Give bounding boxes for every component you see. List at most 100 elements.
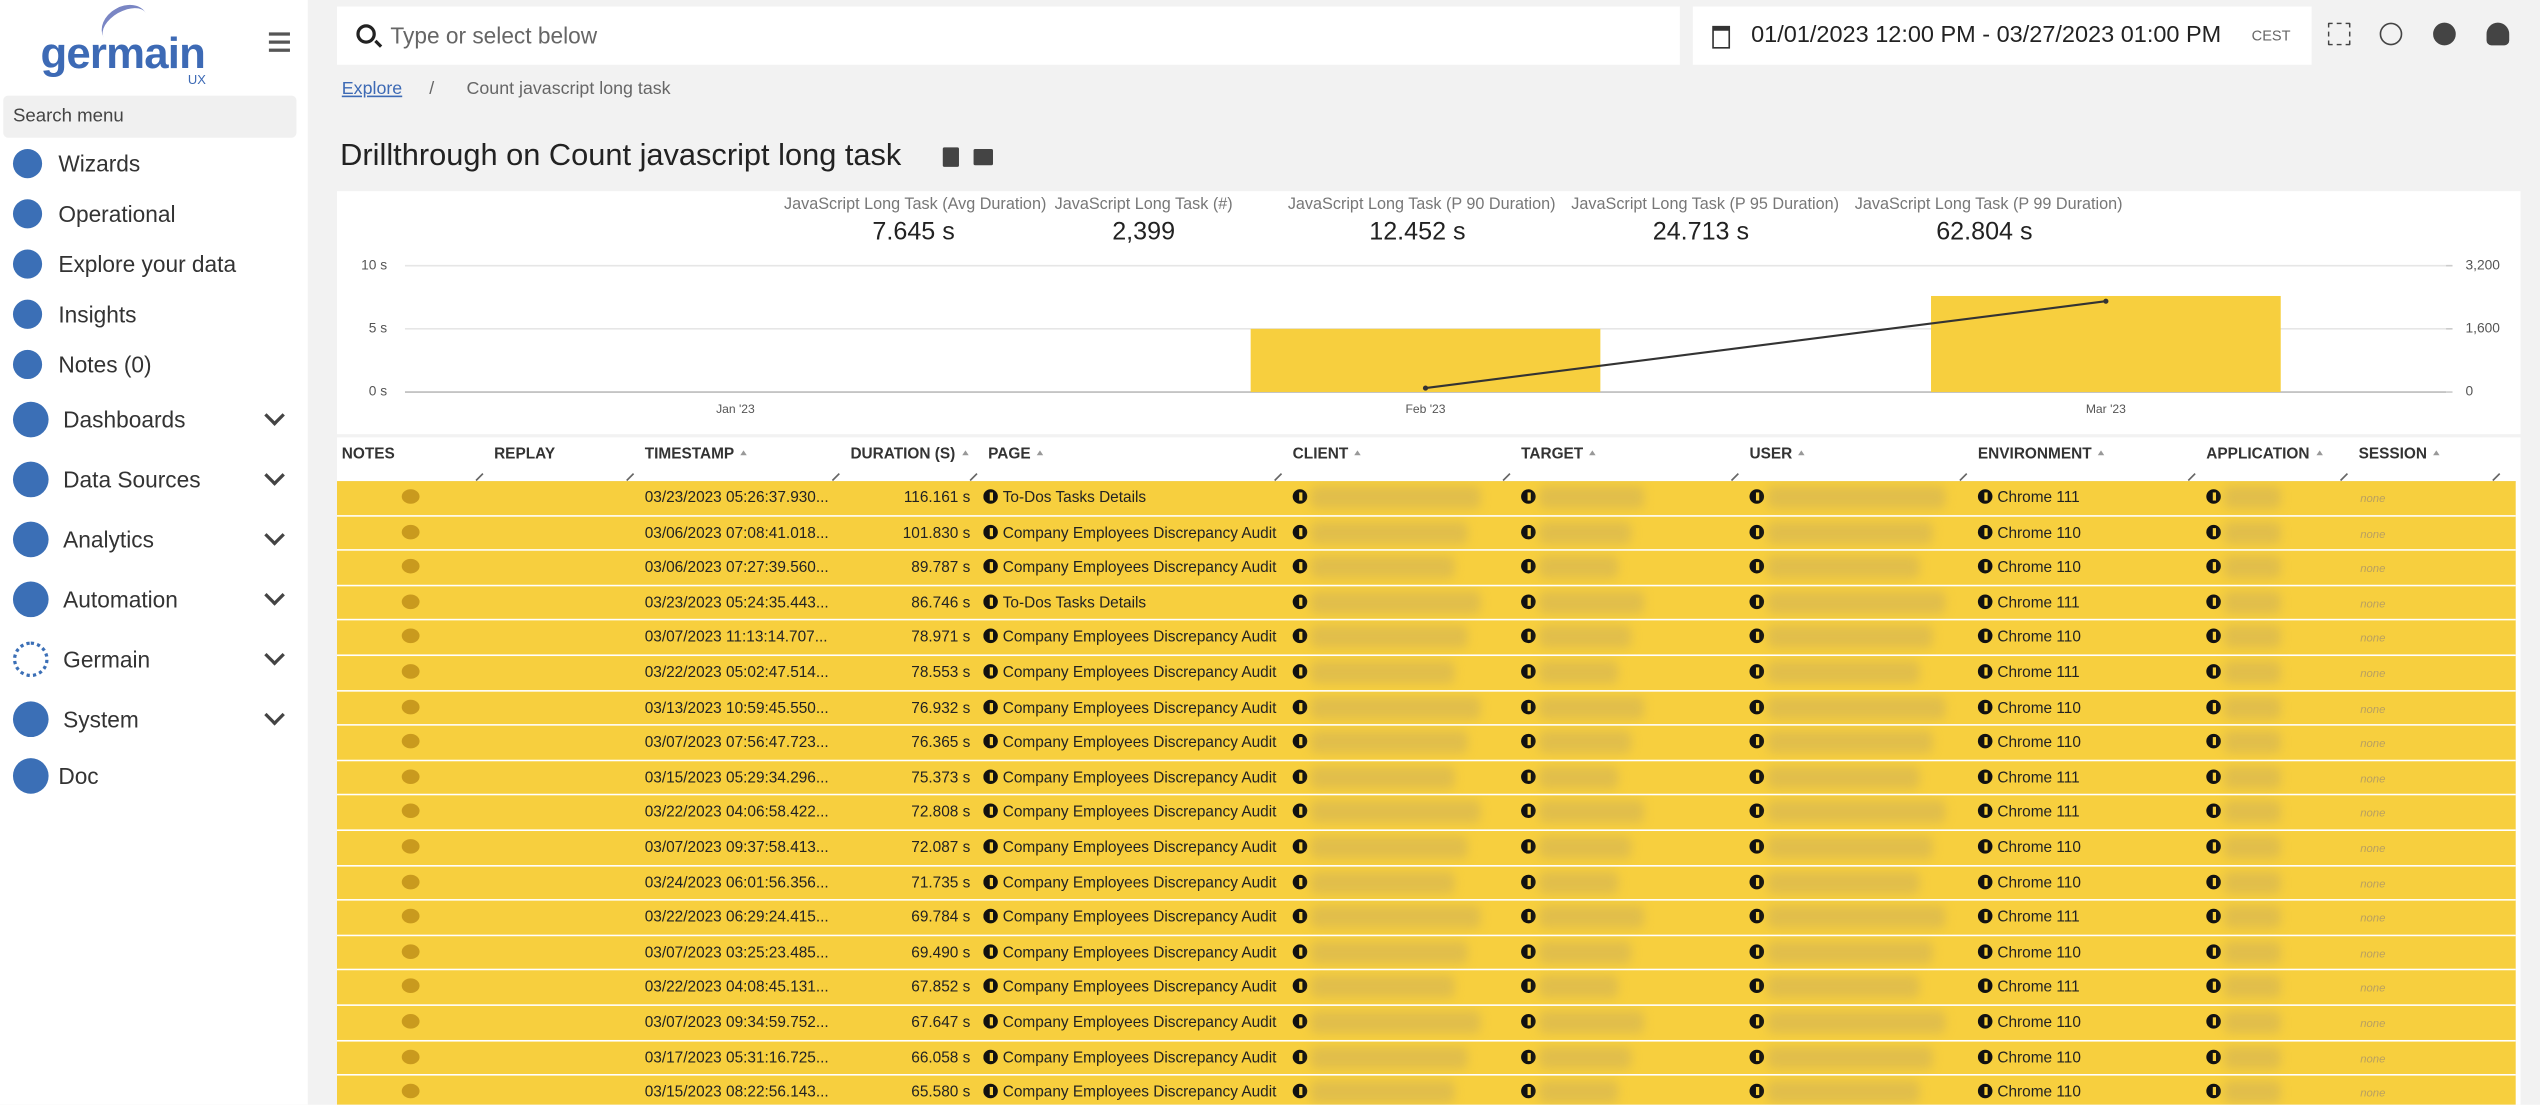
info-icon[interactable] [1521, 839, 1536, 854]
table-row[interactable]: 03/22/2023 04:08:45.131... 67.852 s Compan… [336, 970, 2516, 1006]
info-icon[interactable] [983, 594, 998, 609]
info-icon[interactable] [1977, 839, 1993, 854]
info-icon[interactable] [1292, 839, 1308, 854]
sort-icon[interactable] [2433, 450, 2440, 456]
info-icon[interactable] [1521, 699, 1536, 714]
info-icon[interactable] [2206, 944, 2221, 959]
info-icon[interactable] [983, 489, 998, 504]
info-icon[interactable] [983, 664, 998, 679]
table-row[interactable]: 03/07/2023 11:13:14.707... 78.971 s Compan… [336, 621, 2516, 656]
table-row[interactable]: 03/23/2023 05:24:35.443... 86.746 s To-Dos… [336, 586, 2516, 621]
column-resize[interactable] [1274, 473, 1283, 482]
column-resize[interactable] [626, 473, 635, 482]
info-icon[interactable] [1521, 524, 1536, 539]
nav-item[interactable]: Operational [12, 194, 296, 233]
nav-chevron[interactable] [264, 525, 285, 546]
notes-icon[interactable] [401, 769, 420, 784]
breadcrumb-link[interactable]: Explore [341, 79, 403, 99]
info-icon[interactable] [2206, 1049, 2221, 1064]
info-icon[interactable] [1521, 769, 1536, 784]
fullscreen-button[interactable] [2327, 22, 2351, 46]
column-resize[interactable] [2492, 473, 2501, 482]
info-icon[interactable] [1292, 699, 1308, 714]
info-icon[interactable] [1749, 1084, 1765, 1099]
info-icon[interactable] [983, 769, 998, 784]
breadcrumb-explore[interactable]: Explore [342, 79, 402, 98]
info-icon[interactable] [2206, 1014, 2221, 1029]
column-header[interactable]: TARGET [1516, 437, 1744, 482]
info-icon[interactable] [2206, 524, 2221, 539]
info-icon[interactable] [1977, 874, 1993, 889]
info-icon[interactable] [1292, 524, 1308, 539]
table-row[interactable]: 03/07/2023 09:37:58.413... 72.087 s Compan… [336, 831, 2516, 866]
notes-icon[interactable] [401, 629, 420, 644]
info-icon[interactable] [1521, 489, 1536, 504]
column-header[interactable]: NOTES [337, 437, 489, 482]
info-icon[interactable] [1977, 1049, 1993, 1064]
notes-icon[interactable] [401, 804, 420, 819]
column-header[interactable]: PAGE [983, 437, 1288, 482]
notes-icon[interactable] [401, 524, 420, 539]
table-row[interactable]: 03/15/2023 08:22:56.143... 65.580 s Compan… [336, 1075, 2516, 1105]
info-icon[interactable] [1521, 594, 1536, 609]
info-icon[interactable] [1521, 664, 1536, 679]
column-resize[interactable] [1959, 473, 1968, 482]
info-icon[interactable] [2206, 839, 2221, 854]
column-header[interactable]: REPLAY [489, 437, 640, 482]
info-icon[interactable] [1749, 699, 1765, 714]
info-icon[interactable] [1292, 769, 1308, 784]
info-icon[interactable] [983, 559, 998, 574]
info-icon[interactable] [983, 1049, 998, 1064]
info-icon[interactable] [1977, 524, 1993, 539]
notes-icon[interactable] [401, 1014, 420, 1029]
sort-icon[interactable] [1798, 450, 1806, 456]
notes-icon[interactable] [401, 664, 420, 679]
column-header[interactable]: ENVIRONMENT [1973, 437, 2201, 482]
nav-item[interactable]: Insights [12, 295, 296, 334]
info-icon[interactable] [1749, 664, 1765, 679]
info-icon[interactable] [2206, 664, 2221, 679]
info-icon[interactable] [1292, 664, 1308, 679]
date-picker[interactable]: 01/01/2023 12:00 PM - 03/27/2023 01:00 P… [1692, 6, 2312, 65]
sort-icon[interactable] [2315, 450, 2323, 456]
info-icon[interactable] [1521, 804, 1536, 819]
info-icon[interactable] [1749, 559, 1765, 574]
info-icon[interactable] [983, 979, 998, 994]
info-button[interactable] [2433, 22, 2456, 46]
nav-item[interactable]: System [12, 700, 296, 739]
table-row[interactable]: 03/22/2023 04:06:58.422... 72.808 s Compan… [336, 796, 2516, 831]
info-icon[interactable] [1292, 1084, 1308, 1099]
info-icon[interactable] [2206, 489, 2221, 504]
info-icon[interactable] [1977, 1014, 1993, 1029]
info-icon[interactable] [1292, 909, 1308, 924]
info-icon[interactable] [1292, 489, 1308, 504]
info-icon[interactable] [1749, 804, 1765, 819]
info-icon[interactable] [983, 524, 998, 539]
column-resize[interactable] [2187, 473, 2196, 482]
nav-item[interactable]: Analytics [12, 520, 296, 559]
column-header[interactable]: TIMESTAMP [640, 437, 846, 482]
table-row[interactable]: 03/22/2023 05:02:47.514... 78.553 s Compan… [336, 656, 2516, 691]
notes-icon[interactable] [401, 1084, 420, 1099]
info-icon[interactable] [1749, 489, 1765, 504]
info-icon[interactable] [1521, 1049, 1536, 1064]
sort-icon[interactable] [961, 450, 969, 456]
column-header[interactable]: CLIENT [1288, 437, 1516, 482]
column-resize[interactable] [1502, 473, 1511, 482]
info-icon[interactable] [1292, 594, 1308, 609]
table-row[interactable]: 03/06/2023 07:27:39.560... 89.787 s Compan… [336, 551, 2516, 586]
info-icon[interactable] [2206, 594, 2221, 609]
info-icon[interactable] [1521, 944, 1536, 959]
export-button[interactable] [942, 147, 959, 167]
sort-icon[interactable] [1354, 450, 1362, 456]
notes-icon[interactable] [401, 699, 420, 714]
notes-icon[interactable] [401, 734, 420, 749]
info-icon[interactable] [1521, 1014, 1536, 1029]
nav-chevron[interactable] [264, 405, 285, 426]
info-icon[interactable] [2206, 1084, 2221, 1099]
info-icon[interactable] [1749, 594, 1765, 609]
column-resize[interactable] [2339, 473, 2349, 482]
nav-item[interactable]: Data Sources [12, 460, 296, 499]
info-icon[interactable] [1977, 629, 1993, 644]
info-icon[interactable] [1977, 734, 1993, 749]
